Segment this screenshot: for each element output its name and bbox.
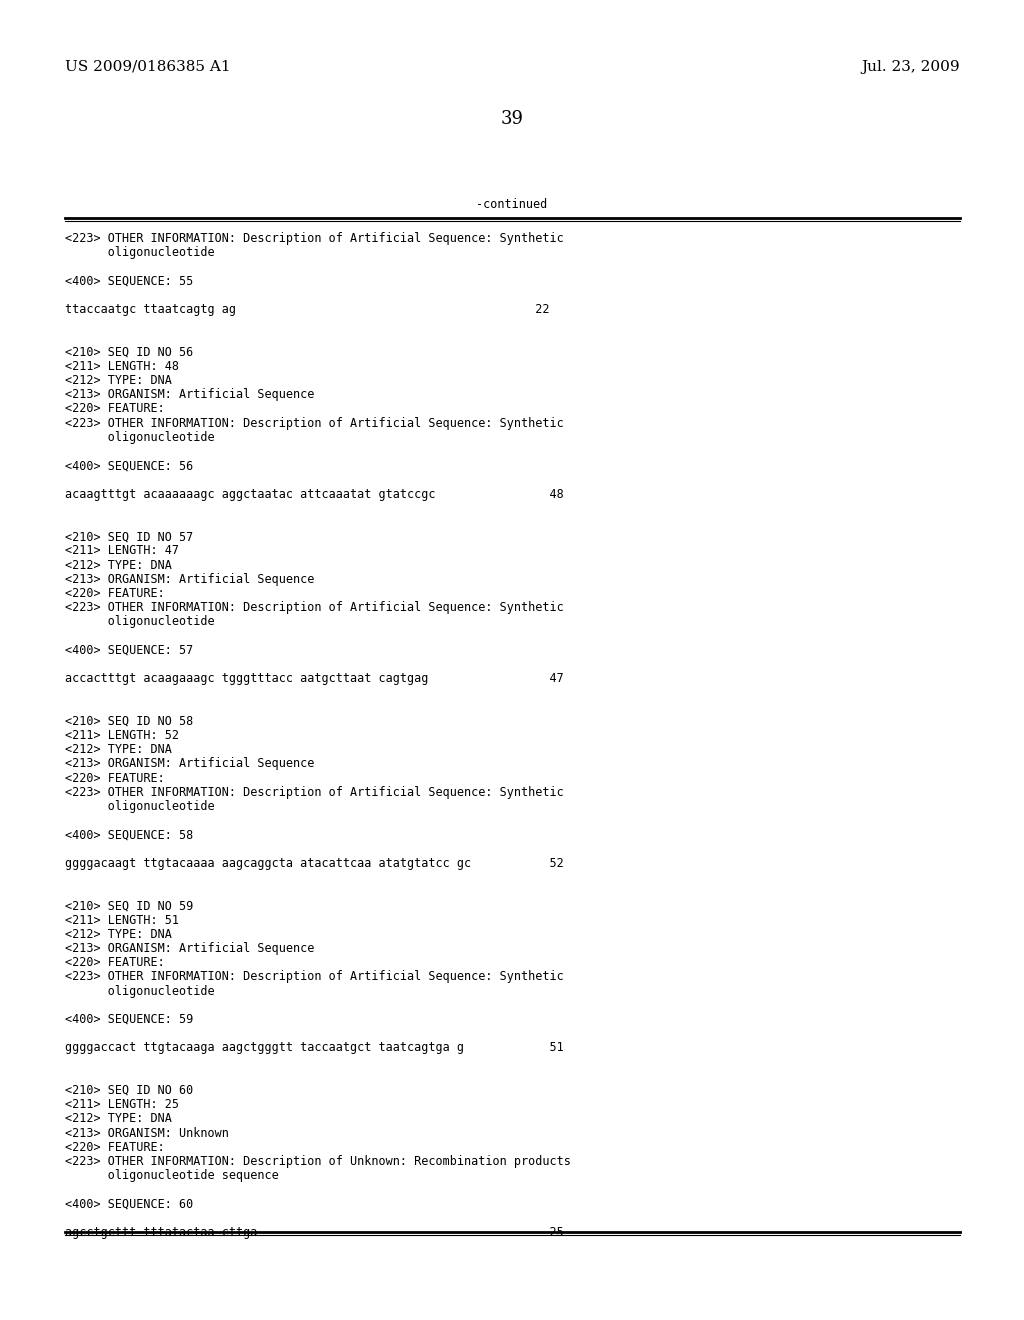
Text: <211> LENGTH: 48: <211> LENGTH: 48 (65, 360, 179, 372)
Text: <213> ORGANISM: Unknown: <213> ORGANISM: Unknown (65, 1126, 229, 1139)
Text: Jul. 23, 2009: Jul. 23, 2009 (861, 59, 961, 74)
Text: <223> OTHER INFORMATION: Description of Artificial Sequence: Synthetic: <223> OTHER INFORMATION: Description of … (65, 232, 564, 246)
Text: <213> ORGANISM: Artificial Sequence: <213> ORGANISM: Artificial Sequence (65, 942, 314, 954)
Text: <212> TYPE: DNA: <212> TYPE: DNA (65, 928, 172, 941)
Text: <223> OTHER INFORMATION: Description of Artificial Sequence: Synthetic: <223> OTHER INFORMATION: Description of … (65, 601, 564, 614)
Text: ggggacaagt ttgtacaaaa aagcaggcta atacattcaa atatgtatcc gc           52: ggggacaagt ttgtacaaaa aagcaggcta atacatt… (65, 857, 564, 870)
Text: <210> SEQ ID NO 56: <210> SEQ ID NO 56 (65, 346, 194, 359)
Text: <210> SEQ ID NO 57: <210> SEQ ID NO 57 (65, 531, 194, 544)
Text: <212> TYPE: DNA: <212> TYPE: DNA (65, 743, 172, 756)
Text: oligonucleotide: oligonucleotide (65, 800, 215, 813)
Text: <400> SEQUENCE: 59: <400> SEQUENCE: 59 (65, 1012, 194, 1026)
Text: ttaccaatgc ttaatcagtg ag                                          22: ttaccaatgc ttaatcagtg ag 22 (65, 304, 550, 315)
Text: <211> LENGTH: 25: <211> LENGTH: 25 (65, 1098, 179, 1111)
Text: <223> OTHER INFORMATION: Description of Artificial Sequence: Synthetic: <223> OTHER INFORMATION: Description of … (65, 417, 564, 429)
Text: <220> FEATURE:: <220> FEATURE: (65, 772, 165, 784)
Text: <212> TYPE: DNA: <212> TYPE: DNA (65, 1113, 172, 1126)
Text: <220> FEATURE:: <220> FEATURE: (65, 587, 165, 601)
Text: <220> FEATURE:: <220> FEATURE: (65, 1140, 165, 1154)
Text: <210> SEQ ID NO 60: <210> SEQ ID NO 60 (65, 1084, 194, 1097)
Text: oligonucleotide: oligonucleotide (65, 430, 215, 444)
Text: <400> SEQUENCE: 57: <400> SEQUENCE: 57 (65, 644, 194, 657)
Text: <220> FEATURE:: <220> FEATURE: (65, 956, 165, 969)
Text: <211> LENGTH: 51: <211> LENGTH: 51 (65, 913, 179, 927)
Text: oligonucleotide: oligonucleotide (65, 985, 215, 998)
Text: <223> OTHER INFORMATION: Description of Artificial Sequence: Synthetic: <223> OTHER INFORMATION: Description of … (65, 785, 564, 799)
Text: accactttgt acaagaaagc tgggtttacc aatgcttaat cagtgag                 47: accactttgt acaagaaagc tgggtttacc aatgctt… (65, 672, 564, 685)
Text: <213> ORGANISM: Artificial Sequence: <213> ORGANISM: Artificial Sequence (65, 758, 314, 771)
Text: acaagtttgt acaaaaaagc aggctaatac attcaaatat gtatccgc                48: acaagtttgt acaaaaaagc aggctaatac attcaaa… (65, 487, 564, 500)
Text: ggggaccact ttgtacaaga aagctgggtt taccaatgct taatcagtga g            51: ggggaccact ttgtacaaga aagctgggtt taccaat… (65, 1041, 564, 1055)
Text: <211> LENGTH: 47: <211> LENGTH: 47 (65, 544, 179, 557)
Text: <212> TYPE: DNA: <212> TYPE: DNA (65, 374, 172, 387)
Text: <400> SEQUENCE: 58: <400> SEQUENCE: 58 (65, 829, 194, 841)
Text: <400> SEQUENCE: 60: <400> SEQUENCE: 60 (65, 1197, 194, 1210)
Text: oligonucleotide: oligonucleotide (65, 615, 215, 628)
Text: oligonucleotide: oligonucleotide (65, 247, 215, 259)
Text: <400> SEQUENCE: 55: <400> SEQUENCE: 55 (65, 275, 194, 288)
Text: <213> ORGANISM: Artificial Sequence: <213> ORGANISM: Artificial Sequence (65, 388, 314, 401)
Text: <211> LENGTH: 52: <211> LENGTH: 52 (65, 729, 179, 742)
Text: <213> ORGANISM: Artificial Sequence: <213> ORGANISM: Artificial Sequence (65, 573, 314, 586)
Text: agcctgcttt tttatactaa cttga                                         25: agcctgcttt tttatactaa cttga 25 (65, 1226, 564, 1239)
Text: <210> SEQ ID NO 58: <210> SEQ ID NO 58 (65, 715, 194, 727)
Text: oligonucleotide sequence: oligonucleotide sequence (65, 1170, 279, 1183)
Text: -continued: -continued (476, 198, 548, 211)
Text: <212> TYPE: DNA: <212> TYPE: DNA (65, 558, 172, 572)
Text: <223> OTHER INFORMATION: Description of Artificial Sequence: Synthetic: <223> OTHER INFORMATION: Description of … (65, 970, 564, 983)
Text: <210> SEQ ID NO 59: <210> SEQ ID NO 59 (65, 899, 194, 912)
Text: 39: 39 (501, 110, 523, 128)
Text: <400> SEQUENCE: 56: <400> SEQUENCE: 56 (65, 459, 194, 473)
Text: <220> FEATURE:: <220> FEATURE: (65, 403, 165, 416)
Text: <223> OTHER INFORMATION: Description of Unknown: Recombination products: <223> OTHER INFORMATION: Description of … (65, 1155, 570, 1168)
Text: US 2009/0186385 A1: US 2009/0186385 A1 (65, 59, 230, 74)
